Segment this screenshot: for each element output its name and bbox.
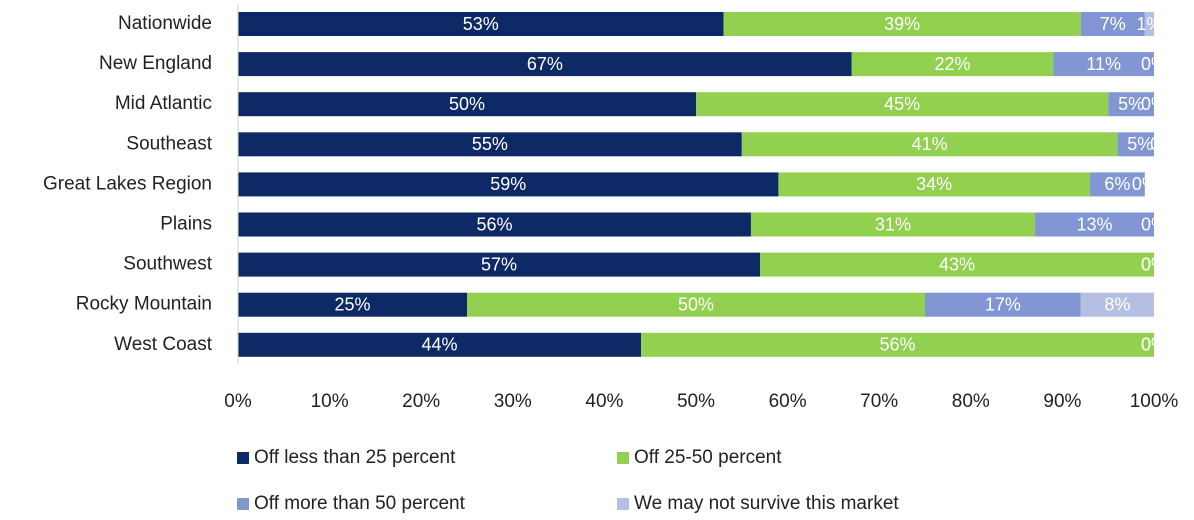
value-label: 41% xyxy=(912,134,948,154)
legend-label: We may not survive this market xyxy=(634,493,899,514)
x-tick-label: 50% xyxy=(677,391,715,412)
bar-segment xyxy=(238,92,696,117)
value-label: 34% xyxy=(916,174,952,194)
bar-segment xyxy=(696,92,1109,117)
y-tick-label: New England xyxy=(99,53,212,74)
bar-segment xyxy=(467,292,925,317)
legend-swatch xyxy=(617,452,629,464)
value-label: 7% xyxy=(1100,14,1126,34)
value-label: 8% xyxy=(1104,294,1130,314)
bar-segment xyxy=(641,332,1154,357)
bar-segment xyxy=(778,172,1090,197)
bar-segment xyxy=(238,332,642,357)
value-label: 55% xyxy=(472,134,508,154)
value-label: 6% xyxy=(1104,174,1130,194)
value-label: 50% xyxy=(449,94,485,114)
bar-segment xyxy=(1034,212,1154,237)
bar-segment xyxy=(238,132,742,157)
value-label: 43% xyxy=(939,254,975,274)
bar-segment xyxy=(1080,292,1154,317)
value-label: 0% xyxy=(1141,254,1167,274)
value-label: 25% xyxy=(334,294,370,314)
value-label: 0% xyxy=(1141,214,1167,234)
bar-segment xyxy=(1080,12,1145,36)
value-label: 5% xyxy=(1127,134,1153,154)
x-tick-label: 40% xyxy=(585,391,623,412)
x-tick-label: 80% xyxy=(952,391,990,412)
value-label: 0% xyxy=(1141,254,1167,274)
x-tick-label: 30% xyxy=(494,391,532,412)
value-label: 0% xyxy=(1132,174,1158,194)
bar-segment xyxy=(238,12,724,36)
legend-label: Off 25-50 percent xyxy=(634,447,782,468)
bar-segment xyxy=(1144,12,1154,36)
value-label: 50% xyxy=(678,294,714,314)
value-label: 57% xyxy=(481,254,517,274)
value-label: 45% xyxy=(884,94,920,114)
value-label: 56% xyxy=(476,214,512,234)
bar-segment xyxy=(723,12,1081,36)
value-label: 31% xyxy=(875,214,911,234)
legend-label: Off less than 25 percent xyxy=(254,447,456,468)
value-label: 67% xyxy=(527,54,563,74)
value-label: 1% xyxy=(1136,14,1162,34)
y-tick-label: Southwest xyxy=(123,254,212,275)
bar-segment xyxy=(1117,132,1154,157)
bar-segment xyxy=(851,52,1054,77)
x-tick-label: 100% xyxy=(1130,391,1179,412)
bar-segment xyxy=(750,212,1035,237)
bar-segment xyxy=(1053,52,1154,77)
y-tick-label: Plains xyxy=(160,214,212,235)
x-tick-label: 90% xyxy=(1043,391,1081,412)
value-label: 0% xyxy=(1141,94,1167,114)
y-tick-label: Southeast xyxy=(126,133,212,154)
value-label: 22% xyxy=(934,54,970,74)
y-tick-label: Great Lakes Region xyxy=(43,173,212,194)
x-tick-label: 60% xyxy=(769,391,807,412)
legend-swatch xyxy=(237,452,249,464)
bar-segment xyxy=(760,252,1154,277)
legend-label: Off more than 50 percent xyxy=(254,493,466,514)
value-label: 0% xyxy=(1141,335,1167,355)
value-label: 13% xyxy=(1076,214,1112,234)
x-tick-label: 0% xyxy=(224,391,252,412)
y-tick-label: Rocky Mountain xyxy=(76,294,212,315)
value-label: 53% xyxy=(463,14,499,34)
bar-segment xyxy=(1089,172,1145,197)
value-label: 11% xyxy=(1086,54,1121,74)
bar-segment xyxy=(238,172,779,197)
x-tick-label: 10% xyxy=(311,391,349,412)
value-label: 17% xyxy=(985,294,1021,314)
value-label: 0% xyxy=(1141,54,1167,74)
bar-segment xyxy=(238,292,467,317)
value-label: 44% xyxy=(422,335,458,355)
plot-area: 53% 39% 7% 1%67% 22% 11% 0%50% 45% 5%0%55% 41% 5%0… xyxy=(238,12,1176,357)
legend-swatch xyxy=(617,498,629,510)
value-label: 59% xyxy=(490,174,526,194)
y-tick-label: Mid Atlantic xyxy=(115,93,212,114)
x-tick-label: 70% xyxy=(860,391,898,412)
value-label: 56% xyxy=(880,335,916,355)
bar-segment xyxy=(238,252,761,277)
x-tick-label: 20% xyxy=(402,391,440,412)
value-label: 0% xyxy=(1141,335,1167,355)
legend-swatch xyxy=(237,498,249,510)
bar-segment xyxy=(1108,92,1154,117)
bar-segment xyxy=(238,212,751,237)
bar-segment xyxy=(925,292,1081,317)
bar-segment xyxy=(238,52,852,77)
y-tick-label: Nationwide xyxy=(118,13,212,34)
value-label: 39% xyxy=(884,14,920,34)
y-tick-label: West Coast xyxy=(114,334,213,355)
bar-segment xyxy=(741,132,1118,157)
value-label: 5% xyxy=(1118,94,1144,114)
value-label: 0% xyxy=(1150,134,1176,154)
